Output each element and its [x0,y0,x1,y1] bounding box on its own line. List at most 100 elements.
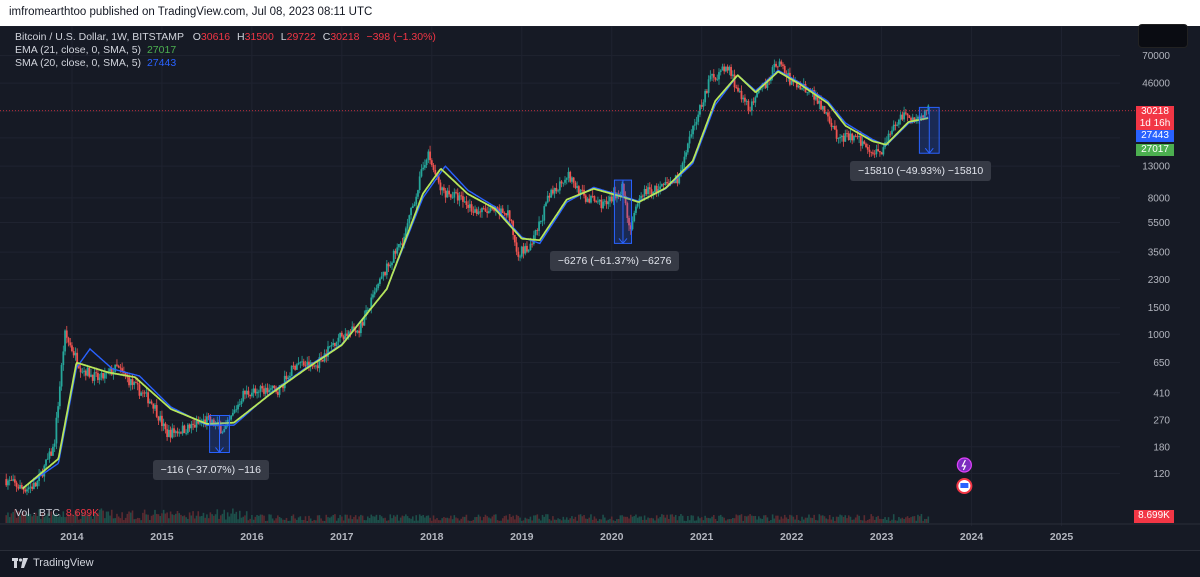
volume-bar [97,512,99,523]
candle-body [631,221,634,230]
x-tick-label: 2018 [420,531,444,543]
candle-body [527,250,530,252]
volume-bar [733,518,736,523]
volume-bar [460,518,463,523]
candle-body [332,343,335,346]
volume-bar [187,518,189,523]
volume-bar [657,518,660,523]
candle-body [513,234,516,243]
volume-bar [534,515,537,523]
volume-bar [273,520,276,523]
volume-bar [771,514,774,523]
candle-body [486,211,489,214]
x-tick-label: 2024 [960,531,984,543]
candle-body [558,181,561,191]
volume-bar [221,513,224,523]
volume-bar [102,510,104,523]
volume-bar [384,517,386,523]
volume-bar [655,515,658,523]
close-label: C [322,31,331,43]
candle-body [17,486,20,489]
volume-bar [827,519,829,523]
volume-bar [59,514,61,523]
price-chart-svg[interactable]: 1100007000046000300002000013000800055003… [0,26,1200,550]
brand[interactable]: TradingView [12,557,94,569]
candle-body [673,181,675,184]
candle-body [865,143,867,148]
volume-legend[interactable]: Vol · BTC 8.699K [15,507,99,519]
volume-bar [439,520,442,523]
volume-bar [436,518,438,523]
volume-bar [173,515,175,523]
volume-bar [230,513,232,523]
candle-body [832,125,835,127]
volume-bar [301,519,303,523]
last-price-tag: 30218 1d 16h [1136,106,1174,130]
volume-bar [605,520,608,523]
candle-body [920,115,923,119]
volume-bar [782,518,784,523]
volume-bar [34,512,37,523]
volume-bar [543,516,546,523]
volume-bar [174,513,177,523]
volume-bar [29,513,32,523]
volume-bar [462,516,464,523]
volume-bar [654,520,656,523]
candle-body [103,373,106,379]
candle-body [57,406,60,418]
volume-bar [46,513,49,523]
volume-bar [825,518,828,523]
volume-bar [804,517,807,523]
bar-countdown: 1d 16h [1139,118,1171,129]
volume-bar [783,514,786,523]
chart-pane[interactable]: 1100007000046000300002000013000800055003… [0,24,1200,550]
volume-bar [501,518,504,523]
volume-bar [856,514,859,523]
candle-body [183,425,186,433]
candle-body [894,124,897,126]
candle-body [496,207,499,209]
volume-bar [228,516,231,523]
candle-body [29,486,32,488]
candle-body [472,211,475,213]
candle-body [700,105,703,107]
candle-body [77,364,80,369]
candle-body [157,416,160,421]
volume-bar [787,519,789,523]
volume-bar [147,514,149,523]
candle-body [53,443,56,447]
volume-bar [849,516,852,523]
volume-bar [725,520,727,523]
volume-bar [193,518,196,523]
volume-bar [313,519,315,523]
sma-legend[interactable]: SMA (20, close, 0, SMA, 5) 27443 [15,57,176,69]
volume-bar [548,519,551,523]
volume-bar [372,516,374,523]
volume-bar [48,517,51,523]
candle-body [593,196,596,202]
volume-bar [214,514,217,523]
volume-bar [424,517,426,523]
candle-body [539,221,542,222]
volume-bar [339,514,341,523]
volume-bar [813,514,815,523]
volume-bar [109,515,111,523]
ema-legend[interactable]: EMA (21, close, 0, SMA, 5) 27017 [15,44,176,56]
candle-body [413,204,416,206]
candle-body [524,245,527,254]
volume-bar [668,518,670,523]
candle-body [477,211,480,214]
volume-bar [8,517,11,523]
candle-body [820,100,822,110]
tradingview-logo-icon [12,558,28,568]
candle-body [301,361,303,363]
volume-bar [472,519,475,523]
candle-body [392,250,395,263]
candle-body [546,195,549,203]
candle-body [659,186,662,190]
scale-settings-box[interactable] [1138,24,1188,48]
volume-bar [714,518,717,523]
candle-body [851,133,854,141]
volume-bar [891,519,893,523]
volume-bar [673,516,675,523]
